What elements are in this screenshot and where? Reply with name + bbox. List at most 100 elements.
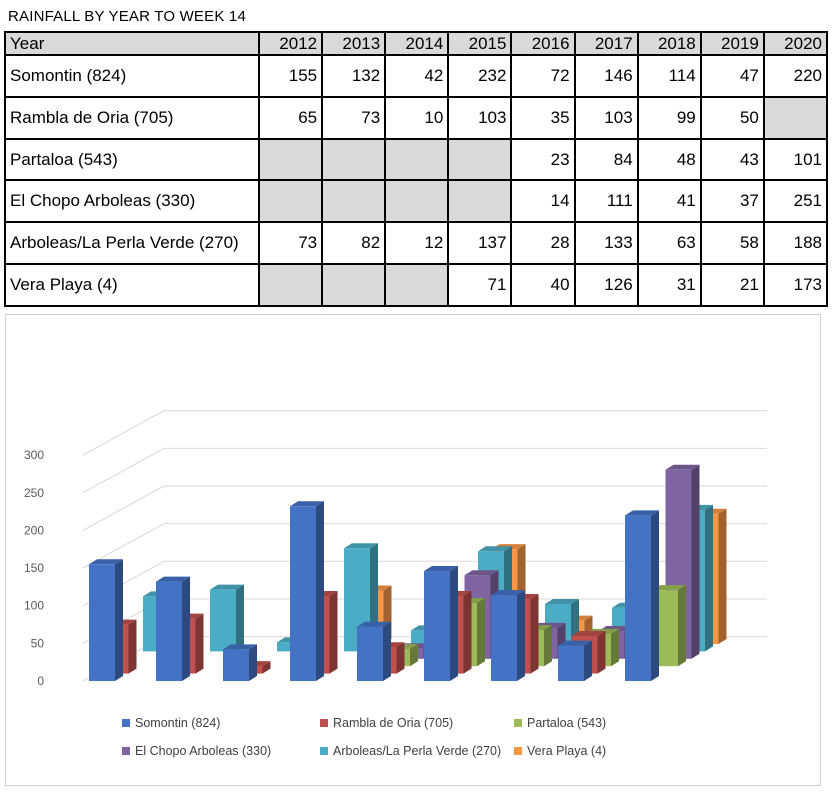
bar-side [691,464,700,659]
table-row: Somontin (824) 155 132 42 232 72 146 114 47 220 [4,54,829,98]
year-header-2013: 2013 [321,31,387,56]
table-row: Arboleas/La Perla Verde (270) 73 82 12 137 28… [4,221,829,266]
bar-top [424,566,458,572]
legend-swatch [122,719,130,727]
year-header: Year [4,31,260,56]
rainfall-cell: 220 [762,54,829,98]
bar-side [195,613,204,674]
station-name: Vera Playa (4) [4,263,260,307]
y-tick-label: 200 [24,523,44,537]
bar-top [665,464,700,470]
rainfall-cell: 23 [510,137,576,182]
year-header-2018: 2018 [636,31,702,56]
station-name: Somontin (824) [4,54,260,98]
legend-label: Partaloa (543) [527,716,606,730]
table-title: RAINFALL BY YEAR TO WEEK 14 [8,8,247,25]
rainfall-cell: 188 [762,221,829,266]
bar-top [223,644,257,650]
bar-side [410,643,418,667]
bar [210,584,244,652]
chart-area: 0 50 100 150 200 250 300 Somontin (824) Rambla d… [5,314,821,786]
table-row: Partaloa (543) 23 84 48 43 101 [4,137,829,182]
year-header-2017: 2017 [573,31,639,56]
bar-side [477,597,485,667]
empty-cell [321,263,387,307]
bar [156,576,190,681]
table-row: Rambla de Oria (705) 65 73 10 103 35 103 99 50 [4,95,829,140]
year-header-2016: 2016 [510,31,576,56]
bar [558,640,592,681]
rainfall-cell: 137 [447,221,513,266]
rainfall-cell: 10 [384,95,450,140]
rainfall-cell: 48 [636,137,702,182]
bar-front [558,645,584,681]
empty-cell [447,179,513,224]
gridline-depth [82,410,165,456]
bar [424,566,458,681]
bar [491,590,525,681]
rainfall-cell: 65 [257,95,324,140]
rainfall-cell: 111 [573,179,639,224]
bar-side [544,625,552,667]
bar [223,644,257,681]
year-header-2014: 2014 [384,31,450,56]
bar-front [424,571,450,681]
bar-side [584,640,592,681]
bar-top [210,584,244,590]
station-name: Rambla de Oria (705) [4,95,260,140]
y-axis-ticks: 0 50 100 150 200 250 300 [24,448,44,688]
rainfall-cell: 50 [699,95,765,140]
bar-side [450,566,458,681]
legend-swatch [514,747,522,755]
bar-top [478,546,512,552]
bar-top [571,630,606,636]
rainfall-cell: 28 [510,221,576,266]
empty-cell [384,137,450,182]
rainfall-cell: 133 [573,221,639,266]
rainfall-cell: 101 [762,137,829,182]
empty-cell [257,179,324,224]
rainfall-cell: 21 [699,263,765,307]
rainfall-cell: 71 [447,263,513,307]
bar-front [210,589,236,652]
station-name: Partaloa (543) [4,137,260,182]
rainfall-cell: 35 [510,95,576,140]
bar-side [705,504,713,652]
rainfall-cell: 47 [699,54,765,98]
rainfall-cell: 99 [636,95,702,140]
legend-label: Rambla de Oria (705) [333,716,453,730]
y-tick-label: 0 [37,674,44,688]
bar-top [290,501,324,507]
bar-top [464,570,499,576]
rainfall-cell: 103 [447,95,513,140]
legend-swatch [320,747,328,755]
bar-front [156,581,182,681]
bar-side [463,591,472,674]
rainfall-cell: 103 [573,95,639,140]
table-row: El Chopo Arboleas (330) 14 111 41 37 251 [4,179,829,224]
bar-side [678,585,686,667]
rainfall-cell: 12 [384,221,450,266]
rainfall-cell: 73 [321,95,387,140]
bar-side [718,508,727,644]
year-header-2020: 2020 [762,31,829,56]
bar-side [651,510,659,681]
bars [89,464,727,681]
bar-side [396,642,405,674]
bar-side [182,576,190,681]
legend-swatch [122,747,130,755]
rainfall-cell: 31 [636,263,702,307]
bar-top [344,543,378,549]
bar-top [652,585,686,591]
bar-top [156,576,190,582]
empty-cell [257,263,324,307]
rainfall-cell: 82 [321,221,387,266]
rainfall-cell: 84 [573,137,639,182]
legend-item: Rambla de Oria (705) [320,716,453,730]
y-tick-label: 150 [24,561,44,575]
bar [290,501,324,681]
rainfall-cell: 42 [384,54,450,98]
rainfall-cell: 232 [447,54,513,98]
bar-front [89,564,115,681]
year-header-2015: 2015 [447,31,513,56]
